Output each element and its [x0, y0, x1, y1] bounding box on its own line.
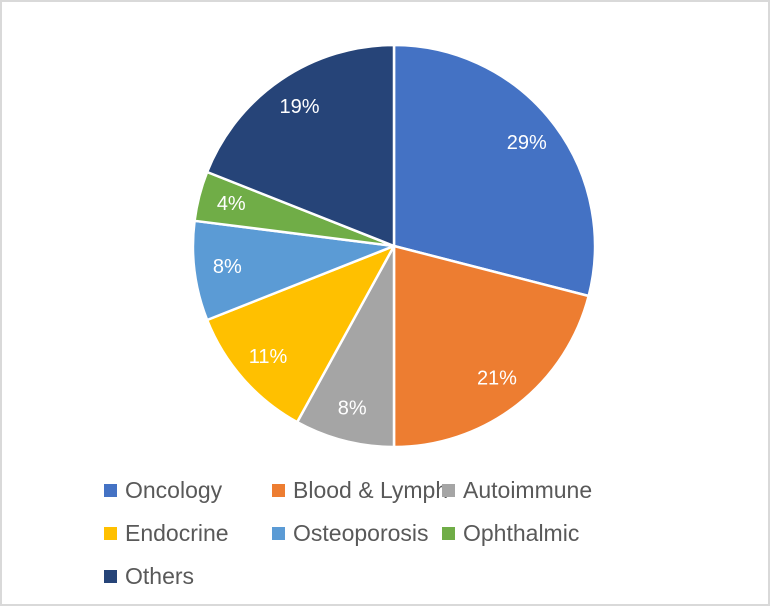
pie-slice-osteoporosis: [191, 219, 396, 322]
pie-slice-endocrine: [205, 244, 396, 424]
legend-item-oncology: Oncology: [104, 469, 272, 512]
legend-item-endocrine: Endocrine: [104, 512, 272, 555]
legend-label: Others: [125, 563, 195, 589]
data-label-others: 19%: [280, 96, 320, 118]
data-label-autoimmune: 8%: [338, 398, 367, 420]
data-label-osteoporosis: 8%: [213, 256, 242, 278]
legend-swatch-icon: [104, 484, 117, 497]
legend-swatch-icon: [442, 484, 455, 497]
legend-swatch-icon: [272, 484, 285, 497]
legend-label: Endocrine: [125, 520, 229, 546]
legend-item-autoimmune: Autoimmune: [442, 469, 592, 512]
legend-label: Blood & Lymph: [293, 477, 449, 503]
legend-swatch-icon: [104, 527, 117, 540]
legend-swatch-icon: [442, 527, 455, 540]
legend-label: Autoimmune: [463, 477, 593, 503]
data-label-oncology: 29%: [507, 132, 547, 154]
legend-item-ophthalmic: Ophthalmic: [442, 512, 592, 555]
legend-item-osteoporosis: Osteoporosis: [272, 512, 442, 555]
legend-label: Oncology: [125, 477, 223, 503]
data-label-blood-lymph: 21%: [477, 368, 517, 390]
pie-slice-oncology: [392, 43, 597, 298]
data-label-ophthalmic: 4%: [217, 193, 246, 215]
legend-item-others: Others: [104, 555, 272, 598]
legend-label: Ophthalmic: [463, 520, 580, 546]
legend-swatch-icon: [104, 570, 117, 583]
data-label-endocrine: 11%: [249, 346, 288, 368]
pie-slice-blood-lymph: [392, 244, 590, 449]
legend-swatch-icon: [272, 527, 285, 540]
pie-slice-autoimmune: [295, 244, 396, 449]
legend: Oncology Blood & Lymph Autoimmune Endocrine…: [104, 469, 592, 598]
legend-item-blood-lymph: Blood & Lymph: [272, 469, 448, 512]
pie-slice-others: [205, 43, 396, 248]
legend-label: Osteoporosis: [293, 520, 429, 546]
